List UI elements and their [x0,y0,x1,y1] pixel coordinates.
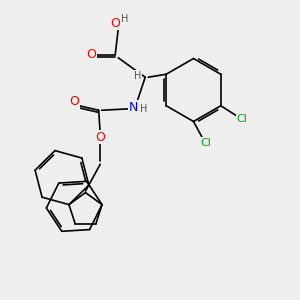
Text: O: O [110,17,120,30]
Text: O: O [69,95,79,108]
Text: Cl: Cl [200,137,211,148]
Text: N: N [128,101,138,114]
Text: H: H [121,14,128,24]
Text: H: H [140,104,147,114]
Text: Cl: Cl [236,114,247,124]
Text: O: O [95,131,105,144]
Text: H: H [134,71,141,81]
Text: O: O [86,48,96,61]
